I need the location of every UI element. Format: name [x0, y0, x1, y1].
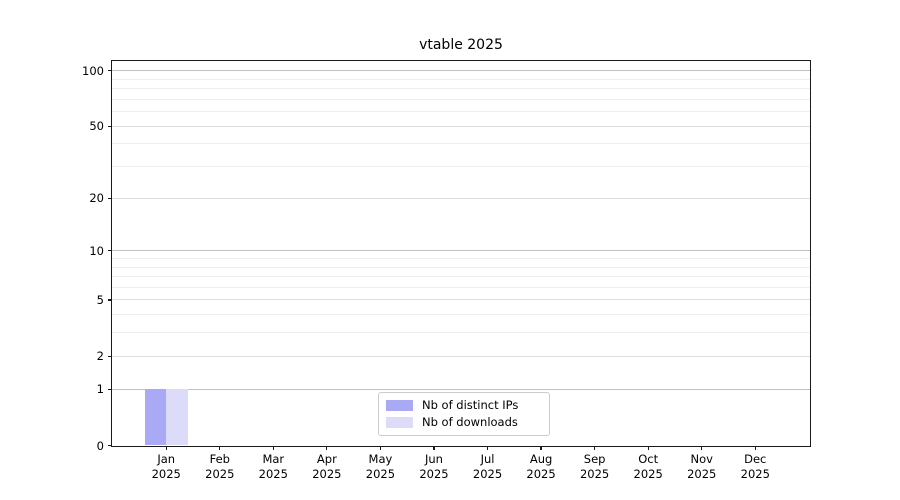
- x-tick-label: Jun 2025: [419, 452, 449, 481]
- plot-area: [111, 59, 811, 447]
- y-axis-tick: [107, 250, 112, 252]
- x-axis-tick: [594, 445, 596, 450]
- y-axis-tick: [107, 355, 112, 357]
- bar-downloads-jan: [166, 389, 188, 446]
- y-axis-tick: [107, 70, 112, 72]
- minor-gridline: [112, 98, 810, 100]
- y-axis-tick: [107, 125, 112, 127]
- minor-gridline: [112, 88, 810, 90]
- x-tick-label: Apr 2025: [312, 452, 342, 481]
- chart-title: vtable 2025: [419, 37, 503, 53]
- x-axis-tick: [540, 445, 542, 450]
- y-tick-label: 5: [96, 292, 104, 307]
- minor-gridline: [112, 286, 810, 288]
- minor-gridline: [112, 332, 810, 334]
- x-tick-label: Nov 2025: [687, 452, 717, 481]
- x-tick-label: Mar 2025: [258, 452, 288, 481]
- x-axis-tick: [326, 445, 328, 450]
- x-tick-label: Aug 2025: [526, 452, 556, 481]
- legend-swatch-downloads: [386, 417, 413, 428]
- minor-gridline: [112, 276, 810, 278]
- major-gridline: [112, 125, 810, 127]
- minor-gridline: [112, 257, 810, 259]
- y-tick-label: 0: [96, 438, 104, 453]
- legend-row-downloads: Nb of downloads: [386, 416, 542, 429]
- y-tick-label: 20: [89, 191, 104, 206]
- major-gridline: [112, 70, 810, 72]
- legend-swatch-distinct-ips: [386, 400, 413, 411]
- x-tick-label: May 2025: [365, 452, 396, 481]
- minor-gridline: [112, 111, 810, 113]
- x-axis-tick: [165, 445, 167, 450]
- minor-gridline: [112, 166, 810, 168]
- y-tick-label: 2: [96, 349, 104, 364]
- y-tick-label: 100: [82, 63, 104, 78]
- major-gridline: [112, 388, 810, 390]
- x-axis-tick: [272, 445, 274, 450]
- x-tick-label: Sep 2025: [579, 452, 610, 481]
- x-axis-tick: [433, 445, 435, 450]
- y-axis-tick: [107, 299, 112, 301]
- y-axis-tick: [107, 388, 112, 390]
- x-tick-label: Dec 2025: [740, 452, 770, 481]
- x-axis-tick: [647, 445, 649, 450]
- x-axis-tick: [486, 445, 489, 450]
- x-axis-tick: [219, 445, 221, 450]
- x-tick-label: Jul 2025: [472, 452, 503, 481]
- major-gridline: [112, 355, 810, 357]
- major-gridline: [112, 250, 810, 252]
- major-gridline: [112, 299, 810, 301]
- minor-gridline: [112, 78, 810, 80]
- legend-label-downloads: Nb of downloads: [422, 415, 518, 429]
- y-tick-label: 10: [89, 243, 104, 258]
- major-gridline: [112, 197, 810, 199]
- minor-gridline: [112, 314, 810, 316]
- y-tick-label: 50: [89, 119, 104, 134]
- y-axis-tick: [107, 444, 112, 447]
- minor-gridline: [112, 143, 810, 145]
- x-axis-tick: [701, 445, 703, 450]
- x-axis-tick: [379, 445, 381, 450]
- bar-distinct-ips-jan: [144, 389, 167, 446]
- x-tick-label: Feb 2025: [205, 452, 235, 481]
- minor-gridline: [112, 266, 810, 268]
- legend-label-distinct-ips: Nb of distinct IPs: [422, 398, 519, 412]
- y-axis-tick: [107, 197, 112, 199]
- y-tick-label: 1: [96, 382, 104, 397]
- x-axis-tick: [754, 445, 756, 450]
- legend-row-distinct-ips: Nb of distinct IPs: [386, 399, 542, 412]
- legend: Nb of distinct IPs Nb of downloads: [378, 392, 550, 436]
- x-tick-label: Oct 2025: [633, 452, 663, 481]
- x-tick-label: Jan 2025: [151, 452, 181, 481]
